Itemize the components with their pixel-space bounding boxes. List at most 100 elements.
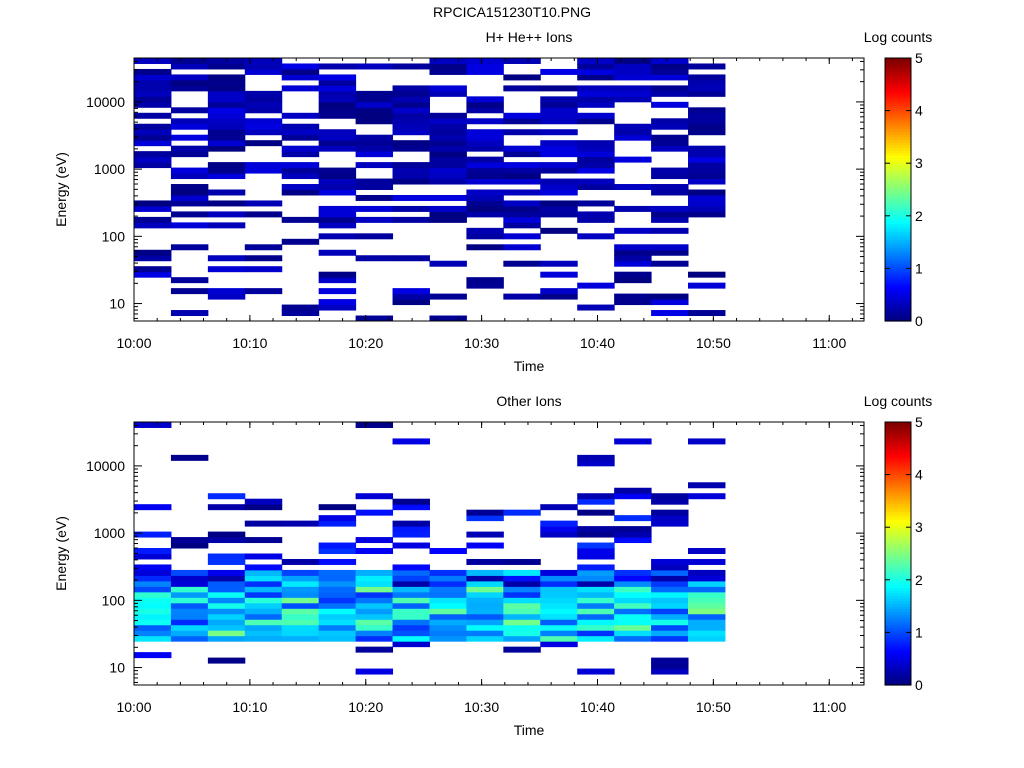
colorbar-step — [885, 215, 911, 220]
heatmap-cell — [651, 635, 689, 642]
heatmap-cell — [392, 63, 430, 70]
heatmap-cell — [540, 129, 578, 136]
colorbar-step — [885, 493, 911, 497]
colorbar-step — [885, 648, 911, 652]
colorbar-step — [885, 422, 911, 426]
colorbar-step — [885, 302, 911, 306]
colorbar-step — [885, 645, 911, 649]
heatmap-cell — [281, 145, 320, 152]
heatmap-cell — [134, 151, 172, 158]
heatmap-cell — [614, 531, 652, 538]
colorbar-tick-label: 3 — [915, 519, 923, 535]
heatmap-cell — [355, 145, 394, 152]
colorbar-step — [885, 207, 911, 212]
heatmap-cell — [577, 668, 615, 675]
colorbar-step — [885, 213, 911, 217]
heatmap-cell — [244, 608, 283, 615]
heatmap-cell — [244, 580, 283, 587]
heatmap-cell — [540, 118, 578, 125]
colorbar-step — [885, 186, 911, 191]
heatmap-cell — [466, 569, 504, 576]
colorbar-step — [885, 548, 911, 552]
heatmap-cell — [503, 260, 541, 267]
heatmap-cell — [244, 68, 283, 75]
heatmap-cell — [466, 591, 504, 598]
heatmap-cell — [688, 580, 726, 587]
heatmap-cell — [577, 68, 615, 75]
heatmap-cell — [392, 635, 430, 642]
panel-title: H+ He++ Ions — [486, 29, 573, 45]
heatmap-cell — [466, 233, 504, 240]
colorbar-step — [885, 627, 911, 631]
colorbar-step — [885, 205, 911, 209]
heatmap-cell — [466, 140, 504, 147]
heatmap-cell — [134, 101, 172, 108]
colorbar-step — [885, 294, 911, 298]
heatmap-cell — [244, 162, 283, 169]
heatmap-cell — [170, 575, 209, 582]
heatmap-cell — [134, 58, 172, 64]
colorbar-step — [885, 464, 911, 468]
heatmap-cell — [318, 90, 357, 97]
heatmap-cell — [577, 200, 615, 207]
heatmap-cell — [429, 216, 467, 223]
heatmap-cell — [577, 608, 615, 615]
colorbar-step — [885, 487, 911, 491]
colorbar-step — [885, 210, 911, 214]
heatmap-cell — [503, 178, 541, 185]
heatmap-cell — [614, 575, 652, 582]
heatmap-cell — [429, 597, 467, 604]
heatmap-cell — [281, 591, 320, 598]
heatmap-cell — [503, 619, 541, 626]
colorbar-step — [885, 471, 911, 476]
heatmap-cell — [355, 575, 394, 582]
colorbar-step — [885, 542, 911, 547]
heatmap-cell — [134, 548, 172, 554]
colorbar-frame — [884, 421, 912, 686]
heatmap-cell — [429, 151, 467, 158]
heatmap-cell — [207, 90, 246, 97]
heatmap-cell — [688, 548, 726, 554]
heatmap-cell — [392, 564, 430, 571]
heatmap-cell — [281, 238, 320, 245]
heatmap-cell — [244, 123, 283, 130]
colorbar-step — [885, 118, 911, 122]
colorbar-step — [885, 218, 911, 222]
heatmap-cell — [614, 597, 652, 604]
heatmap-cell — [207, 107, 246, 114]
heatmap-cell — [429, 575, 467, 582]
colorbar-step — [885, 131, 911, 135]
colorbar-step — [885, 535, 911, 539]
heatmap-cell — [134, 96, 172, 103]
heatmap-cell — [503, 244, 541, 251]
heatmap-cell — [392, 101, 430, 108]
heatmap-cell — [355, 613, 394, 620]
heatmap-cell — [614, 293, 652, 300]
heatmap-cell — [651, 619, 689, 626]
heatmap-cell — [429, 63, 467, 70]
colorbar-step — [885, 619, 911, 623]
heatmap-cell — [281, 619, 320, 626]
heatmap-cell — [207, 118, 246, 125]
heatmap-cell — [503, 630, 541, 637]
colorbar-tick-label: 2 — [915, 208, 923, 224]
heatmap-cell — [614, 134, 652, 141]
colorbar-step — [885, 73, 911, 78]
heatmap-cell — [466, 575, 504, 582]
heatmap-cell — [355, 140, 394, 147]
colorbar-step — [885, 278, 911, 283]
heatmap-cell — [651, 63, 689, 70]
heatmap-cell — [170, 211, 209, 218]
colorbar-step — [885, 521, 911, 526]
heatmap-cell — [355, 96, 394, 103]
heatmap-cell — [651, 118, 689, 125]
panel-other-ions: Other Ions 10:00 10:10 10:20 10:30 10:40 10:50… — [53, 393, 932, 738]
heatmap-cell — [134, 608, 172, 615]
heatmap-cell — [540, 101, 578, 108]
heatmap-cell — [503, 293, 541, 300]
heatmap-cell — [392, 178, 430, 185]
heatmap-cell — [688, 90, 726, 97]
heatmap-cell — [392, 299, 430, 306]
heatmap-cell — [577, 211, 615, 218]
heatmap-cell — [466, 162, 504, 169]
